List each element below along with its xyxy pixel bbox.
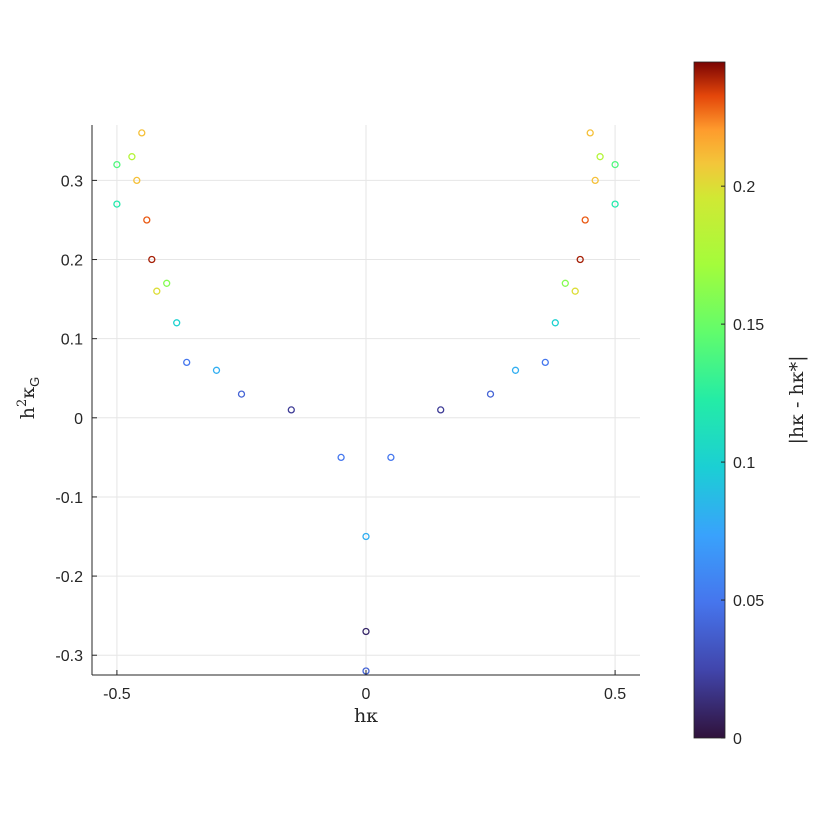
- colorbar-label: |hκ - hκ*|: [786, 355, 808, 444]
- y-tick-label: 0.1: [61, 332, 83, 349]
- colorbar-tick-label: 0: [733, 731, 742, 748]
- colorbar-tick-label: 0.1: [733, 455, 755, 472]
- x-tick-label: -0.5: [103, 686, 131, 703]
- data-point: [611, 200, 619, 208]
- y-axis-label: h2κG: [15, 377, 42, 420]
- colorbar: [693, 61, 726, 739]
- data-point: [596, 153, 604, 161]
- y-axis-label-sub: G: [27, 377, 42, 387]
- x-axis-label: hκ: [354, 705, 378, 727]
- y-tick-label: 0.3: [61, 173, 83, 190]
- grid-lines: [92, 125, 640, 675]
- data-point: [237, 390, 246, 398]
- data-point: [437, 406, 445, 414]
- data-point: [128, 153, 136, 161]
- data-point: [611, 160, 619, 169]
- data-point: [148, 255, 156, 264]
- data-point: [581, 216, 589, 224]
- data-point: [551, 319, 559, 327]
- data-point: [337, 453, 345, 462]
- data-point: [113, 200, 121, 208]
- y-axis-label-base: h: [17, 407, 39, 419]
- data-point: [541, 358, 549, 367]
- y-axis-label-sup: 2: [15, 399, 30, 407]
- data-point: [212, 366, 221, 374]
- data-point: [173, 319, 181, 327]
- data-points: [113, 129, 619, 675]
- y-tick-label: 0: [74, 411, 83, 428]
- data-point: [143, 216, 151, 224]
- x-tick-label: 0: [362, 686, 371, 703]
- y-axis-ticks: -0.3 -0.2 -0.1 0 0.1 0.2 0.3: [55, 173, 97, 665]
- data-point: [138, 129, 146, 137]
- y-tick-label: -0.1: [55, 490, 83, 507]
- y-tick-label: -0.2: [55, 569, 83, 586]
- data-point: [183, 358, 191, 367]
- data-point: [133, 176, 141, 185]
- data-point: [362, 532, 370, 541]
- data-point: [163, 279, 171, 287]
- y-tick-label: -0.3: [55, 648, 83, 665]
- colorbar-ticks: 0 0.05 0.1 0.15 0.2: [721, 179, 764, 748]
- data-point: [511, 366, 520, 374]
- colorbar-tick-label: 0.15: [733, 317, 764, 334]
- y-tick-label: 0.2: [61, 253, 83, 270]
- colorbar-tick-label: 0.2: [733, 179, 755, 196]
- data-point: [576, 255, 584, 264]
- data-point: [591, 176, 599, 185]
- data-point: [153, 287, 161, 295]
- data-point: [561, 279, 569, 287]
- data-point: [362, 627, 370, 636]
- data-point: [287, 406, 295, 414]
- data-point: [113, 160, 121, 169]
- data-point: [571, 287, 579, 295]
- data-point: [486, 390, 495, 398]
- colorbar-tick-label: 0.05: [733, 593, 764, 610]
- data-point: [387, 453, 395, 462]
- x-axis-ticks: -0.5 0 0.5: [103, 670, 626, 703]
- data-point: [586, 129, 594, 137]
- x-tick-label: 0.5: [604, 686, 626, 703]
- y-axis-label-kappa: κ: [17, 387, 39, 399]
